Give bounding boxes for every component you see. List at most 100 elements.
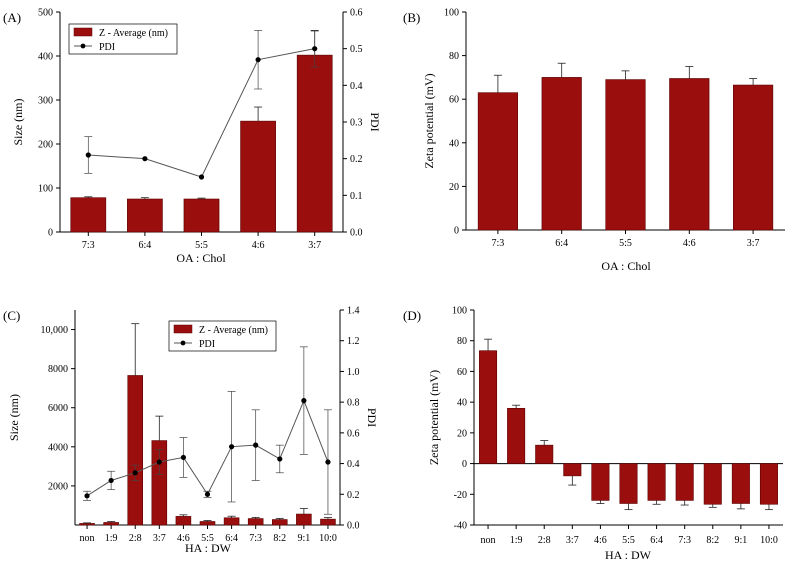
legend-point-swatch: [180, 340, 186, 346]
y2-tick-label: 1.4: [347, 306, 360, 317]
x-tick-label: 3:7: [153, 533, 166, 544]
bar: [103, 522, 119, 526]
x-tick-label: 7:3: [249, 533, 262, 544]
bar: [541, 77, 582, 231]
y-tick-label: 400: [38, 52, 53, 63]
x-tick-label: 8:2: [706, 535, 719, 546]
y-tick-label: 80: [457, 336, 467, 347]
y-tick-label: 6000: [48, 403, 68, 414]
bar: [127, 198, 163, 233]
x-tick-label: 7:3: [82, 240, 95, 251]
bar: [70, 197, 107, 233]
bar: [479, 350, 498, 464]
bar: [759, 463, 778, 505]
y-tick-label: 20: [457, 428, 467, 439]
x-tick-label: 3:7: [308, 240, 321, 251]
bar: [127, 375, 143, 526]
pdi-point: [108, 477, 114, 484]
y-axis-title: Size (nm): [7, 394, 21, 441]
legend-label-pdi: PDI: [99, 42, 115, 53]
pdi-point: [85, 152, 91, 158]
y2-tick-label: 0.4: [347, 459, 360, 470]
x-tick-label: 5:5: [622, 535, 635, 546]
x-tick-label: 6:4: [139, 240, 152, 251]
y-tick-label: 300: [38, 96, 53, 107]
panel-b: (B) 0 20 40 60 80 100 7:3 6:4 5:5 4:6 3:7 OA : Chol Z…: [403, 8, 785, 273]
bar: [296, 54, 333, 233]
legend-point-swatch: [80, 43, 86, 49]
y-tick-label: 100: [444, 8, 459, 19]
pdi-point: [325, 459, 331, 465]
x-tick-label: 7:3: [678, 535, 691, 546]
y-tick-label: 40: [449, 138, 459, 149]
x-tick-label: 2:8: [538, 535, 551, 546]
x-axis-title: HA : DW: [605, 548, 652, 562]
y2-axis-title: PDI: [368, 112, 382, 131]
y2-tick-label: 1.2: [347, 336, 360, 347]
bar: [247, 518, 264, 526]
y2-tick-label: 0.2: [350, 154, 363, 165]
bar: [605, 79, 646, 231]
legend-bar-swatch: [73, 27, 93, 37]
y-tick-label: -40: [454, 521, 467, 532]
bar: [507, 407, 526, 464]
x-tick-label: 4:6: [594, 535, 607, 546]
y2-tick-label: 0.5: [350, 44, 363, 55]
bar: [296, 513, 312, 526]
y-tick-label: 8000: [48, 364, 68, 375]
bar: [199, 521, 216, 526]
x-tick-label: 10:0: [760, 535, 778, 546]
pdi-line: [88, 48, 315, 178]
x-tick-label: 10:0: [319, 533, 337, 544]
y-tick-label: 0: [48, 228, 53, 239]
x-tick-label: 5:5: [201, 533, 214, 544]
pdi-point: [228, 444, 235, 450]
y-tick-label: 60: [449, 95, 459, 106]
bar: [223, 517, 240, 526]
y-tick-label: 200: [38, 140, 53, 151]
y2-tick-label: 0.0: [350, 228, 363, 239]
bar: [79, 523, 95, 526]
x-tick-label: 1:9: [510, 535, 523, 546]
y2-tick-label: 0.4: [350, 81, 363, 92]
pdi-line: [86, 399, 329, 497]
x-tick-label: 4:6: [683, 238, 696, 249]
y2-tick-label: 0.3: [350, 118, 363, 129]
x-tick-label: non: [481, 535, 496, 546]
pdi-point: [312, 46, 318, 52]
panel-label: (D): [403, 308, 421, 323]
x-axis-title: OA : Chol: [176, 251, 226, 265]
x-axis-title: HA : DW: [185, 541, 232, 555]
x-axis-title: OA : Chol: [601, 259, 651, 273]
legend-label-pdi: PDI: [199, 339, 215, 350]
x-tick-label: 2:8: [129, 533, 142, 544]
legend-label-bar: Z - Average (nm): [199, 325, 268, 336]
x-tick-label: 4:6: [252, 240, 265, 251]
panel-label: (A): [3, 10, 21, 25]
y-tick-label: 4000: [48, 442, 68, 453]
y-tick-label: 20: [449, 182, 459, 193]
y-tick-label: 0: [462, 459, 467, 470]
y-tick-label: 80: [449, 51, 459, 62]
x-tick-label: 5:5: [619, 238, 632, 249]
panel-label: (C): [3, 308, 20, 323]
y-axis-title: Zeta potential (mV): [422, 73, 436, 168]
x-tick-label: 9:1: [734, 535, 747, 546]
pdi-point: [277, 456, 283, 462]
x-tick-label: 3:7: [566, 535, 579, 546]
pdi-point: [142, 156, 148, 162]
bar: [591, 463, 610, 501]
y-axis-title: Size (nm): [11, 99, 25, 146]
x-tick-label: non: [80, 533, 95, 544]
panel-d: (D) -40 -20 0 20 40 60 80 100 non 1:9 2:8 3:7 4:6 5:5 6…: [403, 306, 783, 562]
x-tick-label: 3:7: [747, 238, 760, 249]
bar: [619, 463, 638, 504]
y-tick-label: 60: [457, 367, 467, 378]
bar: [272, 519, 288, 526]
bar: [240, 120, 276, 233]
bar: [733, 84, 774, 231]
y-axis-title: Zeta potential (mV): [427, 370, 441, 465]
bar: [563, 463, 582, 477]
bar: [535, 444, 554, 464]
